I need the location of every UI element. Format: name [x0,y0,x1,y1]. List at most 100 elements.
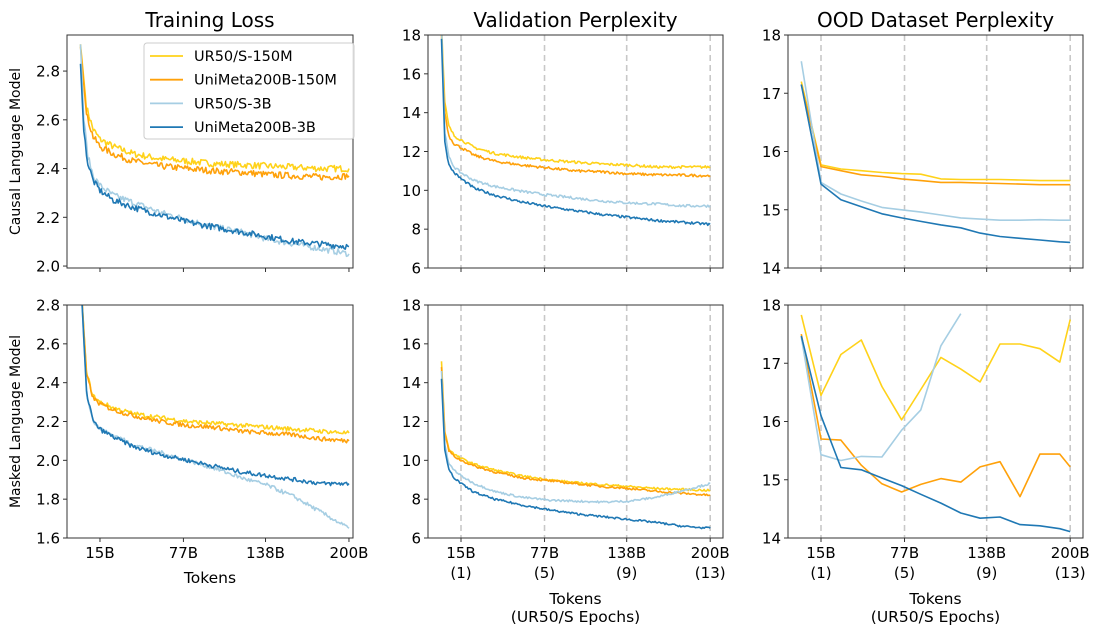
axes-frame [66,304,354,539]
legend-label: UR50/S-3B [194,96,272,112]
y-tick-label: 2.8 [36,63,60,81]
panel-clm-ood: 14 15 16 17 18 OOD Dataset Perplexity [762,8,1084,278]
y-axis-label: Causal Language Model [8,68,24,235]
axes-frame [427,34,724,269]
panel-mlm-train: 1.6 1.8 2.0 2.2 2.4 2.6 2.8 15B 77B 138B 200B Maske… [8,297,369,588]
series-line-ur50-s-3b [440,35,711,208]
series-group [800,313,1071,533]
legend-label: UniMeta200B-150M [194,73,337,89]
axes-frame [787,304,1084,539]
y-tick-label: 16 [762,143,781,161]
y-tick-label: 16 [402,65,421,83]
y-tick-label: 6 [411,530,421,548]
y-tick-label: 10 [402,452,421,470]
series-group [440,35,711,227]
y-tick-label: 2.6 [36,111,60,129]
y-tick-label: 17 [762,355,781,373]
y-tick-label: 2.0 [36,452,60,470]
x-axis-label: Tokens [548,590,601,608]
series-line-unimeta200b-150m [440,35,711,178]
series-line-ur50-s-150m [800,314,1071,421]
x-axis-label-sub: (UR50/S Epochs) [871,608,1000,626]
y-tick-label: 2.8 [36,297,60,315]
series-line-unimeta200b-3b [440,38,711,227]
y-tick-label: 14 [402,104,421,122]
legend-label: UniMeta200B-3B [194,120,316,136]
y-tick-label: 18 [402,297,421,315]
x-tick-label: 200B [1051,544,1090,562]
legend: UR50/S-150M UniMeta200B-150M UR50/S-3B UniM… [143,42,355,140]
series-line-unimeta200b-150m [79,46,350,181]
y-tick-label: 2.4 [36,374,60,392]
x-tick-label: 15B [85,544,114,562]
series-group [79,44,350,258]
series-line-unimeta200b-3b [800,335,1071,533]
panel-clm-train: 2.0 2.2 2.4 2.6 2.8 Training Loss Causal Langu… [8,8,354,276]
series-line-ur50-s-150m [800,81,1071,182]
x-tick-label: 200B [691,544,730,562]
y-tick-label: 6 [411,260,421,278]
panel-mlm-val: 6 8 10 12 14 16 18 15B (1) 77B (5) 138B (9) 200B (13) T… [402,297,730,627]
y-tick-label: 14 [762,530,781,548]
y-tick-label: 12 [402,413,421,431]
x-tick-sublabel: (1) [810,564,831,582]
y-tick-label: 15 [762,471,781,489]
x-axis-label-sub: (UR50/S Epochs) [511,608,640,626]
x-axis-label: Tokens [908,590,961,608]
y-tick-label: 2.6 [36,335,60,353]
series-group [440,361,711,530]
series-group [81,305,350,529]
y-tick-label: 16 [402,335,421,353]
legend-box [143,42,355,140]
y-tick-label: 18 [762,27,781,45]
series-line-ur50-s-3b [800,61,1071,221]
series-line-ur50-s-150m [79,44,350,173]
series-line-ur50-s-150m [440,361,711,492]
y-tick-label: 2.4 [36,160,60,178]
series-line-unimeta200b-3b [79,63,350,250]
x-tick-sublabel: (9) [976,564,997,582]
series-line-unimeta200b-3b [800,84,1071,244]
series-line-ur50-s-3b [800,313,962,462]
series-line-unimeta200b-3b [440,378,711,530]
series-group [800,61,1071,244]
panel-title: Validation Perplexity [473,8,677,32]
y-axis-label: Masked Language Model [8,335,24,508]
series-line-ur50-s-150m [81,305,350,435]
x-axis-label: Tokens [183,569,236,587]
x-tick-label: 200B [330,544,369,562]
series-line-ur50-s-150m [441,35,711,170]
series-line-unimeta200b-150m [800,84,1071,186]
series-line-unimeta200b-150m [800,333,1071,498]
x-tick-label: 15B [806,544,835,562]
y-tick-label: 8 [411,491,421,509]
y-tick-label: 10 [402,182,421,200]
series-line-ur50-s-3b [81,305,350,529]
x-tick-label: 15B [446,544,475,562]
y-tick-label: 12 [402,143,421,161]
x-tick-label: 138B [967,544,1006,562]
legend-label: UR50/S-150M [194,49,293,65]
x-tick-label: 77B [530,544,559,562]
x-tick-sublabel: (5) [894,564,915,582]
y-tick-label: 18 [762,297,781,315]
y-tick-label: 8 [411,221,421,239]
axes-frame [427,304,724,539]
series-line-unimeta200b-150m [81,305,350,444]
x-tick-label: 138B [246,544,285,562]
x-tick-sublabel: (5) [534,564,555,582]
axes-frame [66,34,354,269]
series-line-unimeta200b-150m [440,367,711,497]
x-tick-sublabel: (13) [695,564,726,582]
panel-title: OOD Dataset Perplexity [817,8,1054,32]
y-tick-label: 15 [762,201,781,219]
panel-title: Training Loss [144,8,274,32]
y-tick-label: 2.2 [36,413,60,431]
x-tick-label: 77B [890,544,919,562]
x-tick-sublabel: (9) [616,564,637,582]
x-tick-label: 77B [169,544,198,562]
y-tick-label: 1.6 [36,530,60,548]
x-tick-label: 138B [607,544,646,562]
series-line-ur50-s-3b [440,370,711,504]
